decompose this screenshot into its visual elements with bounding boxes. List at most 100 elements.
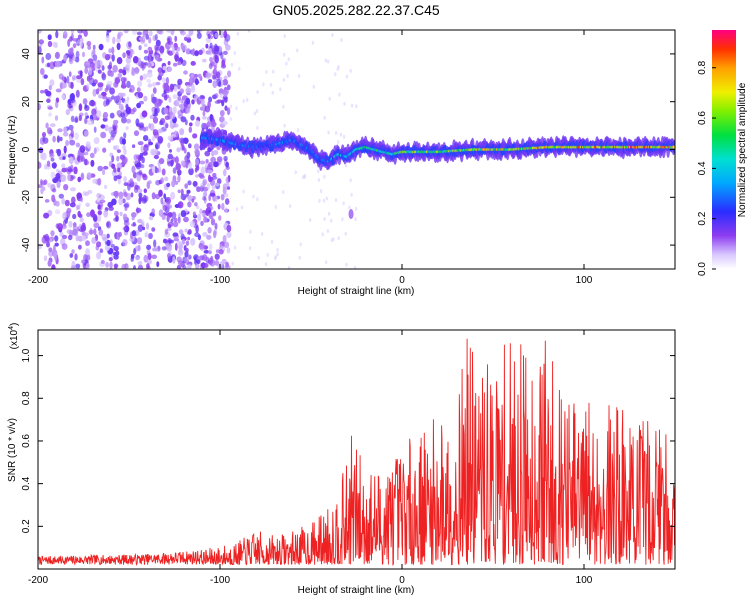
noise-cell bbox=[153, 239, 157, 248]
noise-cell bbox=[113, 245, 119, 252]
noise-cell bbox=[210, 218, 216, 226]
noise-cell bbox=[334, 198, 338, 203]
noise-cell bbox=[99, 205, 103, 211]
noise-cell bbox=[54, 253, 58, 262]
noise-cell bbox=[77, 235, 84, 242]
noise-cell bbox=[164, 228, 169, 235]
noise-cell bbox=[101, 65, 105, 71]
noise-cell bbox=[200, 220, 204, 227]
noise-cell bbox=[177, 96, 182, 101]
noise-cell bbox=[159, 120, 164, 126]
noise-cell bbox=[235, 106, 238, 111]
noise-cell bbox=[233, 245, 237, 250]
noise-cell bbox=[91, 82, 97, 87]
snr-y-tick-label: 0.2 bbox=[21, 519, 32, 533]
snr-y-tick-label: 0.4 bbox=[21, 476, 32, 490]
noise-cell bbox=[122, 239, 128, 247]
noise-cell bbox=[38, 147, 44, 154]
noise-cell bbox=[214, 253, 220, 260]
noise-cell bbox=[187, 229, 192, 235]
noise-cell bbox=[216, 156, 223, 163]
snr-frame bbox=[37, 329, 676, 570]
noise-cell bbox=[163, 95, 168, 101]
noise-cell bbox=[187, 236, 191, 241]
noise-cell bbox=[122, 144, 126, 150]
noise-cell bbox=[93, 137, 100, 145]
noise-cell bbox=[64, 199, 70, 207]
noise-cell bbox=[327, 130, 330, 135]
noise-cell bbox=[197, 234, 201, 241]
noise-cell bbox=[188, 143, 192, 149]
noise-cell bbox=[116, 155, 120, 162]
noise-cell bbox=[219, 30, 225, 39]
noise-cell bbox=[61, 167, 67, 173]
noise-cell bbox=[186, 151, 191, 159]
noise-cell bbox=[208, 194, 212, 202]
noise-cell bbox=[93, 216, 98, 222]
noise-cell bbox=[147, 180, 152, 185]
noise-cell bbox=[217, 203, 221, 210]
noise-cell bbox=[283, 34, 286, 39]
noise-cell bbox=[226, 224, 232, 233]
noise-cell bbox=[118, 197, 124, 206]
noise-cell bbox=[221, 258, 227, 265]
noise-cell bbox=[121, 263, 126, 269]
noise-cell bbox=[207, 169, 213, 174]
noise-cell bbox=[118, 231, 122, 238]
noise-cell bbox=[84, 67, 89, 74]
noise-cell bbox=[123, 148, 127, 155]
noise-cell bbox=[68, 71, 72, 77]
noise-cell bbox=[136, 154, 140, 160]
noise-cell bbox=[148, 232, 153, 240]
noise-cell bbox=[186, 156, 190, 164]
noise-cell bbox=[142, 30, 146, 38]
noise-cell bbox=[163, 82, 169, 90]
noise-cell bbox=[125, 264, 129, 269]
noise-cell bbox=[180, 103, 185, 110]
noise-cell bbox=[111, 155, 115, 163]
noise-cell bbox=[113, 167, 117, 173]
noise-cell bbox=[242, 99, 245, 104]
noise-cell bbox=[100, 131, 107, 139]
noise-cell bbox=[158, 72, 164, 77]
snr-y-tick-label: 0.6 bbox=[21, 434, 32, 448]
noise-cell bbox=[62, 131, 69, 137]
noise-cell bbox=[122, 69, 127, 76]
noise-cell bbox=[129, 84, 135, 93]
noise-cell bbox=[184, 257, 190, 262]
noise-cell bbox=[98, 229, 104, 236]
noise-cell bbox=[325, 196, 328, 201]
noise-cell bbox=[340, 38, 343, 42]
noise-cell bbox=[122, 226, 127, 231]
noise-cell bbox=[123, 175, 127, 183]
noise-cell bbox=[274, 205, 277, 209]
noise-cell bbox=[188, 30, 194, 36]
noise-cell bbox=[93, 147, 97, 155]
noise-cell bbox=[296, 48, 299, 53]
noise-cell bbox=[77, 155, 81, 162]
noise-cell bbox=[215, 71, 221, 79]
noise-cell bbox=[226, 247, 231, 254]
noise-cell bbox=[174, 54, 179, 62]
noise-cell bbox=[147, 252, 152, 261]
noise-cell bbox=[61, 198, 66, 205]
noise-cell bbox=[143, 49, 149, 54]
noise-cell bbox=[85, 141, 91, 148]
noise-cell bbox=[272, 69, 275, 74]
noise-cell bbox=[323, 174, 326, 179]
noise-cell bbox=[274, 255, 277, 259]
noise-cell bbox=[131, 230, 136, 237]
noise-cell bbox=[43, 212, 50, 219]
noise-cell bbox=[76, 75, 82, 80]
noise-cell bbox=[172, 221, 179, 228]
noise-cell bbox=[209, 176, 213, 182]
noise-cell bbox=[236, 31, 240, 36]
noise-cell bbox=[72, 213, 77, 220]
noise-cell bbox=[197, 73, 202, 78]
noise-cell bbox=[219, 116, 225, 123]
noise-cell bbox=[143, 135, 149, 142]
noise-cell bbox=[282, 190, 285, 195]
noise-cell bbox=[328, 96, 331, 101]
noise-cell bbox=[112, 36, 116, 45]
noise-cell bbox=[85, 266, 89, 269]
